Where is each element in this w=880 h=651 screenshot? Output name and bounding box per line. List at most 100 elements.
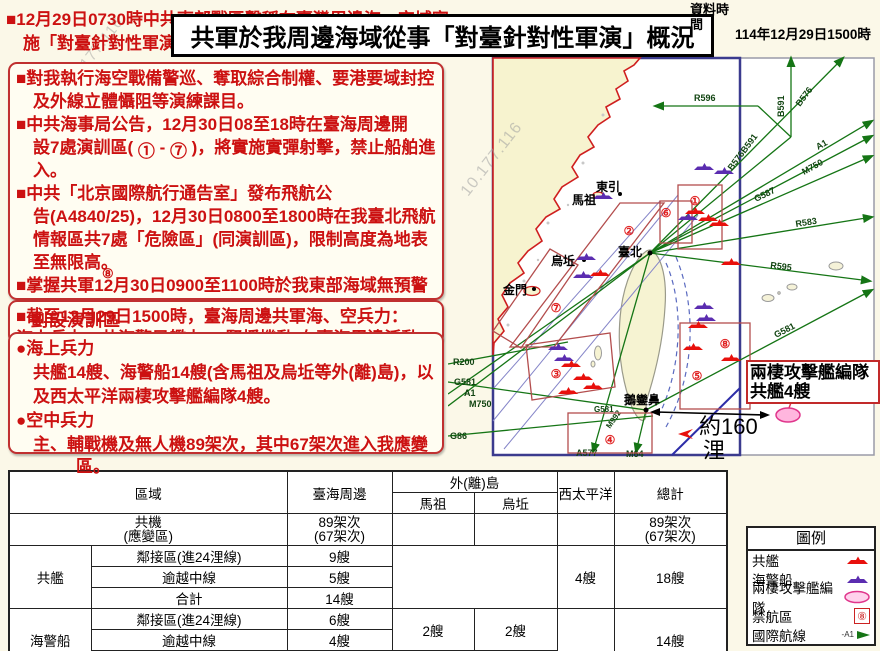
coast-guard-ship-icon xyxy=(847,575,868,583)
bullet-line: 情報區共7處「危險區」(同演訓區)，限制高度為地表 xyxy=(33,230,428,249)
kinmen-dot xyxy=(532,287,536,291)
amphib-callout: 兩棲攻擊艦編隊 共艦4艘 xyxy=(746,360,880,404)
aircraft-total-value: 89架次 (67架次) xyxy=(613,513,728,546)
taipei-dot xyxy=(647,250,653,256)
legend: 圖例 共艦 海警船 兩棲攻擊艦編隊 禁航區 ⑧ 國際航線 -A1 xyxy=(746,526,876,646)
zone1-marker: ① xyxy=(137,142,155,161)
arrowhead-left xyxy=(650,408,660,416)
ships-sum-value: 14艘 xyxy=(286,587,393,609)
legend-item: 禁航區 ⑧ xyxy=(748,607,874,626)
col-header-strait: 臺海周邊 xyxy=(286,470,393,514)
place-label: 鵝鑾鼻 xyxy=(624,392,660,407)
route-label: R596 xyxy=(694,93,716,103)
row-group-warships: 共艦 xyxy=(8,545,92,609)
legend-label: 國際航線 xyxy=(752,628,806,644)
legend-item: 海警船 xyxy=(748,570,874,589)
airway-arrow-icon xyxy=(857,630,870,639)
bullet-line: 告(A4840/25)，12月30日0800至1800時在我臺北飛航 xyxy=(33,207,436,226)
ships-wpac-value: 4艘 xyxy=(556,545,615,609)
row-group-coast-guard: 海警船 xyxy=(8,608,92,651)
empty-cell xyxy=(391,513,475,546)
place-label: 烏坵 xyxy=(551,253,575,268)
distance-arrow xyxy=(655,411,765,416)
empty-cell xyxy=(391,545,558,609)
callout-line: 兩棲攻擊艦編隊 xyxy=(750,363,869,382)
air-forces-title: ●空中兵力 xyxy=(16,411,95,430)
penghu-islet xyxy=(590,360,596,368)
place-label: 金門 xyxy=(502,282,527,297)
contiguous-zone-lines xyxy=(659,256,691,428)
amphibious-group-icon xyxy=(844,591,870,604)
legend-title: 圖例 xyxy=(748,528,874,551)
col-header-wuqiu: 烏坵 xyxy=(473,492,558,514)
distance-text: 浬 xyxy=(703,438,726,463)
page-title: 共軍於我周邊海域從事「對臺針對性軍演」概況 xyxy=(190,25,695,52)
row-aircraft: 共機 (應變區) xyxy=(8,513,288,546)
forces-line: 主、輔戰機及無人機89架次，其中67架次進入我應變 xyxy=(33,435,428,454)
amphibious-group-symbol xyxy=(775,407,801,423)
ships-cross-value: 5艘 xyxy=(286,566,393,588)
situation-map: R596 B591 B576 B576B591 A1 M750 G587 R58… xyxy=(448,55,875,457)
bullet-line: 及外線立體懾阻等演練課目。 xyxy=(33,92,254,111)
row-adjacent-zone: 鄰接區(進24浬線) xyxy=(90,545,288,567)
route-label: G581 xyxy=(454,377,476,387)
bullet-line: ■中共海事局公告，12月30日08至18時在臺海周邊開 xyxy=(16,115,408,134)
empty-cell xyxy=(556,608,615,651)
text-seg: )，將實施實彈射擊，禁止船舶進 xyxy=(186,138,436,157)
row-subtotal: 合計 xyxy=(90,587,288,609)
stats-table: 區域 臺海周邊 外(離)島 西太平洋 總計 馬祖 烏坵 共機 (應變區) 89架… xyxy=(8,470,728,651)
route-label: G581 xyxy=(594,405,614,414)
cg-adj-value: 6艘 xyxy=(286,608,393,630)
route-label: G86 xyxy=(450,431,467,441)
row-cross-median: 逾越中線 xyxy=(90,566,288,588)
forces-box: ●海上兵力 共艦14艘、海警船14艘(含馬祖及烏坵等外(離)島)，以 及西太平洋… xyxy=(8,332,444,454)
place-label: 臺北 xyxy=(618,244,642,259)
warship-icon xyxy=(847,556,868,565)
strait-route-lines xyxy=(492,194,699,450)
cg-cross-value: 4艘 xyxy=(286,629,393,651)
bullet-line: ■截至12月29日1500時，臺海周邊共軍海、空兵力： xyxy=(16,307,408,326)
route-label: B591 xyxy=(776,95,786,117)
zone8-marker: ⑧ xyxy=(102,266,114,281)
airway-lines xyxy=(448,55,875,455)
arrowhead-right xyxy=(760,411,770,419)
distance-text: 約160 xyxy=(699,414,758,439)
overlapping-text: 劃設演訓區 xyxy=(31,311,121,330)
zone-number: ⑥ xyxy=(661,206,672,220)
coast-islets xyxy=(506,113,605,327)
row-cross-median: 逾越中線 xyxy=(90,629,288,651)
dongyin-dot xyxy=(618,192,622,196)
aircraft-strait-value: 89架次 (67架次) xyxy=(286,513,393,546)
text-seg: - xyxy=(154,138,170,157)
legend-item: 國際航線 -A1 xyxy=(748,625,874,644)
bullet-line: ■對我執行海空戰備警巡、奪取綜合制權、要港要域封控 xyxy=(16,69,435,88)
bullet-line: ■中共「北京國際航行通告室」發布飛航公 xyxy=(16,184,333,203)
legend-label: 海警船 xyxy=(752,572,793,588)
cg-mazu-value: 2艘 xyxy=(391,608,475,651)
exercise-zones xyxy=(492,184,751,454)
legend-item: 共艦 xyxy=(748,551,874,570)
sea-forces-title: ●海上兵力 xyxy=(16,339,95,358)
empty-cell xyxy=(473,513,558,546)
bullet-line: 入。 xyxy=(33,161,67,180)
cg-wuqiu-value: 2艘 xyxy=(473,608,558,651)
boundary-line xyxy=(671,387,741,456)
eluanbi-dot xyxy=(643,407,649,413)
route-label: A1 xyxy=(464,388,476,398)
zone-number: ③ xyxy=(551,367,562,381)
route-label: R595 xyxy=(770,260,793,273)
legend-item: 兩棲攻擊艦編隊 xyxy=(748,581,874,616)
place-label: 馬祖 xyxy=(572,192,596,207)
forces-line: 及西太平洋兩棲攻擊艦編隊4艘。 xyxy=(33,387,281,406)
zone7-marker: ⑦ xyxy=(169,142,187,161)
bullet-line: 設7處演訓區( ① - ⑦ )，將實施實彈射擊，禁止船舶進 xyxy=(16,136,436,161)
empty-cell xyxy=(556,513,615,546)
forces-overflow-word: 區。 xyxy=(76,457,110,476)
zone-number: ① xyxy=(690,194,701,208)
no-nav-zone-icon: ⑧ xyxy=(854,608,870,625)
col-header-outer-islands: 外(離)島 xyxy=(391,470,558,493)
route-label: M750 xyxy=(469,399,492,409)
legend-label: 禁航區 xyxy=(752,610,793,626)
zone-number: ⑧ xyxy=(720,337,731,351)
